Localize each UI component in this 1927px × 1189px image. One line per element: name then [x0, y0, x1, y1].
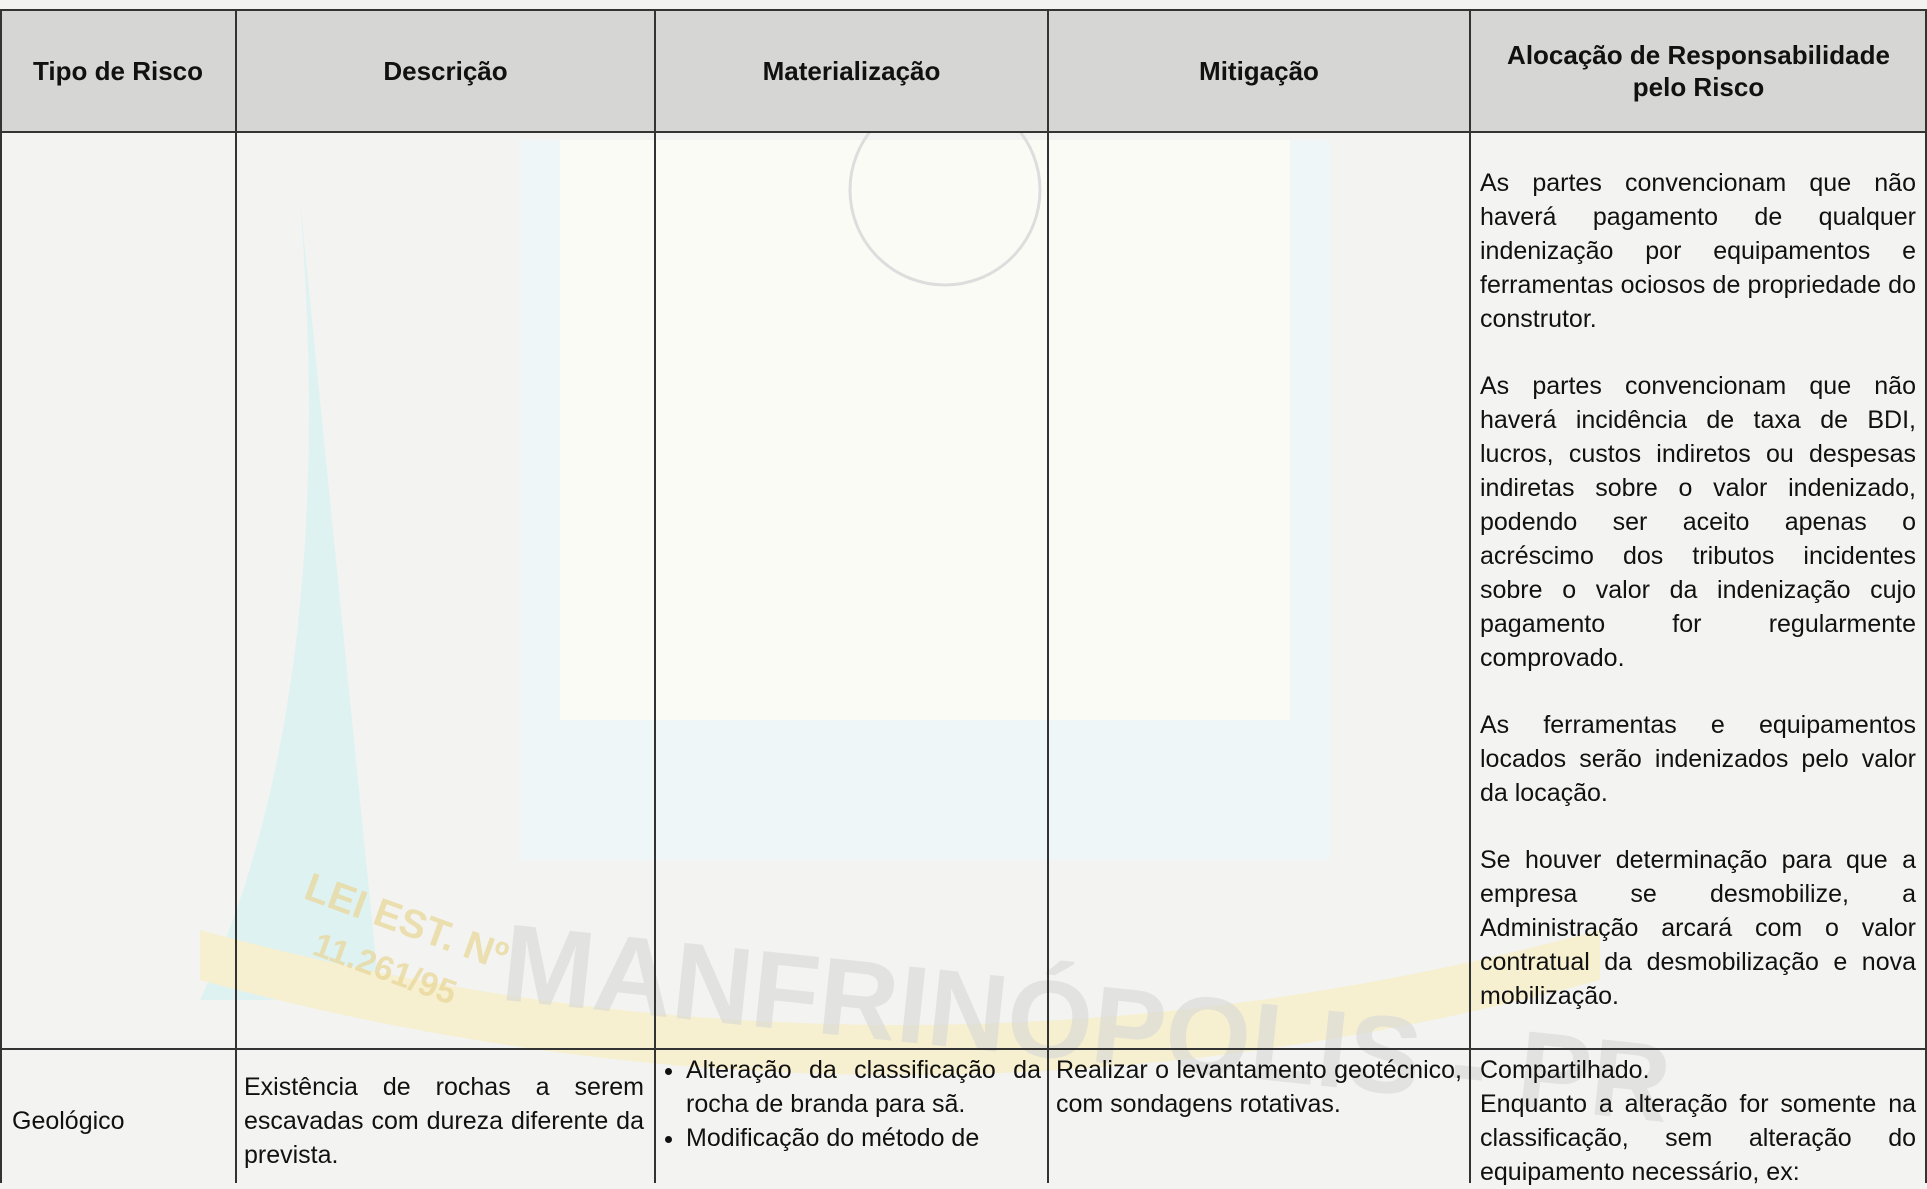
paragraph: Compartilhado. [1480, 1056, 1650, 1084]
header-cell: Descrição [383, 56, 508, 86]
paragraph: As partes convencionam que não haverá pa… [1480, 169, 1916, 333]
responsibility-cell: As partes convencionam que não haverá pa… [1480, 166, 1916, 1046]
rule [1925, 9, 1927, 1183]
rule [235, 9, 237, 1183]
paragraph: As partes convencionam que não haverá in… [1480, 372, 1916, 672]
rule [0, 9, 2, 1183]
rule [0, 1048, 1927, 1050]
mitigation-cell: Realizar o levantamento geotécnico, com … [1056, 1056, 1462, 1118]
rule [654, 9, 656, 1183]
rule [0, 131, 1927, 133]
header-cell: Materialização [762, 56, 941, 86]
materialization-cell: Alteração da classificação da rocha de b… [664, 1053, 1041, 1155]
paragraph: Se houver determinação para que a empres… [1480, 846, 1916, 1010]
type-cell: Geológico [12, 1107, 125, 1135]
rule [1469, 9, 1471, 1183]
paragraph: As ferramentas e equipamentos locados se… [1480, 711, 1916, 807]
header-cell: Mitigação [1199, 56, 1319, 86]
responsibility-cell: Compartilhado. Enquanto a alteração for … [1480, 1053, 1916, 1189]
header-cell: Alocação de Responsabilidade pelo Risco [1507, 40, 1890, 102]
bullet-item: Alteração da classificação da rocha de b… [686, 1053, 1041, 1121]
paragraph: Enquanto a alteração for somente na clas… [1480, 1090, 1916, 1186]
rule [0, 9, 1927, 11]
header-row [0, 10, 1927, 132]
header-cell: Tipo de Risco [33, 56, 203, 86]
rule [1047, 9, 1049, 1183]
description-cell: Existência de rochas a serem escavadas c… [244, 1073, 644, 1169]
bullet-item: Modificação do método de [686, 1121, 1041, 1155]
